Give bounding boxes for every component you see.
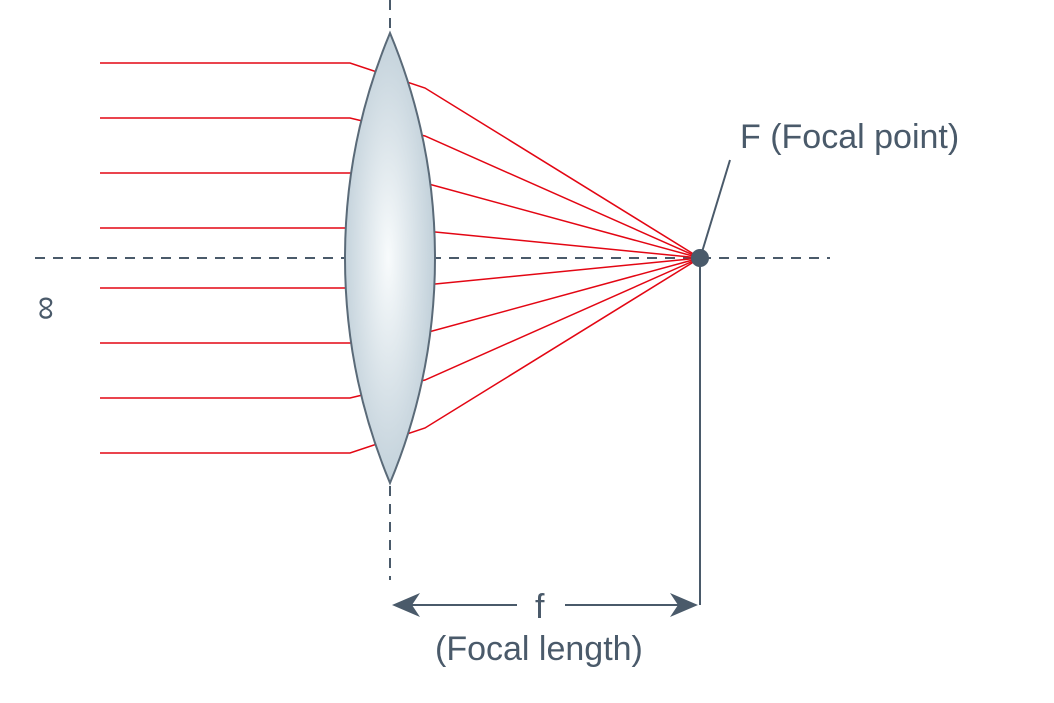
focal-length-symbol: f xyxy=(535,588,545,626)
focal-length-label: (Focal length) xyxy=(435,630,643,668)
infinity-label: ∞ xyxy=(28,296,66,320)
convex-lens xyxy=(345,33,435,483)
focal-point-label: F (Focal point) xyxy=(740,118,959,156)
lens-diagram: ∞ F (Focal point) f (Focal length) xyxy=(0,0,1054,703)
focal-point-leader xyxy=(702,160,730,252)
